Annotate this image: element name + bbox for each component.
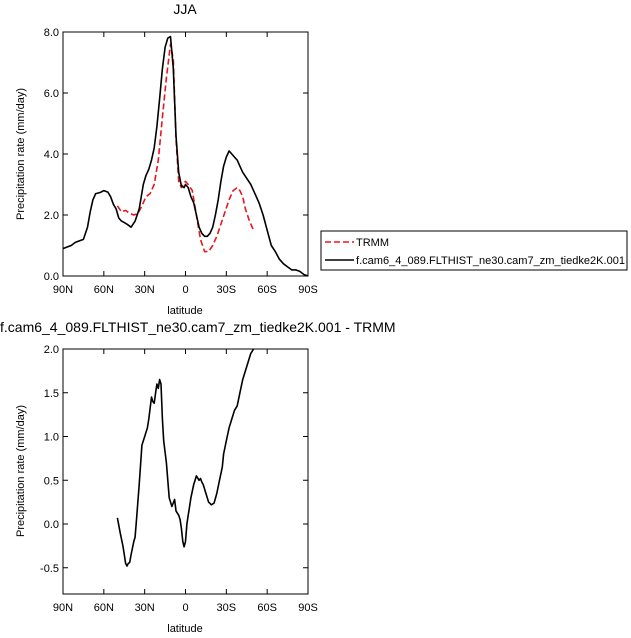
bottom-y-tick-label: 0.5: [44, 475, 59, 487]
top-y-tick-label: 0.0: [44, 271, 59, 283]
bottom-y-tick-label: 1.0: [44, 432, 59, 444]
top-y-tick-label: 4.0: [44, 149, 59, 161]
bottom-x-tick-label: 0: [182, 602, 188, 614]
bottom-series-line-0: [116, 348, 255, 567]
top-x-tick-label: 60S: [257, 284, 277, 296]
bottom-x-tick-label: 30S: [217, 602, 237, 614]
bottom-x-tick-label: 60N: [94, 602, 114, 614]
top-x-tick-label: 30N: [135, 284, 155, 296]
bottom-x-tick-label: 90S: [298, 602, 318, 614]
top-series-trmm: [116, 43, 255, 253]
top-series-f-cam6-4-089-flthist-ne30-cam7-zm-tiedke2k-001: [62, 35, 309, 277]
bottom-y-tick-label: 1.5: [44, 388, 59, 400]
bottom-panel: f.cam6_4_089.FLTHIST_ne30.cam7_zm_tiedke…: [0, 319, 396, 635]
bottom-y-tick-label: 2.0: [44, 344, 59, 356]
bottom-plot-area: 90N 60N 30N 0 30S 60S 90S -0.5 0.0 0.5 1.0 1.5 2.0: [40, 344, 318, 614]
top-y-axis-label: Precipitation rate (mm/day): [15, 88, 27, 220]
bottom-x-axis-label: latitude: [167, 623, 202, 635]
top-x-tick-label: 90S: [298, 284, 318, 296]
legend: TRMM f.cam6_4_089.FLTHIST_ne30.cam7_zm_t…: [320, 230, 628, 271]
bottom-x-tick-label: 60S: [257, 602, 277, 614]
top-plot-frame: [62, 31, 309, 277]
bottom-chart-title: f.cam6_4_089.FLTHIST_ne30.cam7_zm_tiedke…: [0, 319, 396, 335]
top-y-tick-label: 6.0: [44, 88, 59, 100]
top-plot-area: 90N 60N 30N 0 30S 60S 90S 0.0 2.0 4.0 6.0 8.0: [44, 27, 318, 296]
top-x-tick-label: 90N: [53, 284, 73, 296]
top-x-tick-label: 0: [182, 284, 188, 296]
bottom-y-tick-label: 0.0: [44, 519, 59, 531]
bottom-y-tick-label: -0.5: [40, 563, 59, 575]
bottom-y-axis-label: Precipitation rate (mm/day): [15, 405, 27, 537]
top-x-axis-label: latitude: [167, 305, 202, 317]
top-chart-title: JJA: [173, 1, 197, 17]
legend-label-model: f.cam6_4_089.FLTHIST_ne30.cam7_zm_tiedke…: [356, 255, 625, 267]
top-x-tick-label: 60N: [94, 284, 114, 296]
legend-label-trmm: TRMM: [356, 237, 389, 249]
top-y-tick-label: 8.0: [44, 27, 59, 39]
top-panel: JJA 90N 60N 30N 0 30S 60S 90S 0.0 2.0 4.0 6.0 8.0 l…: [15, 1, 318, 317]
top-y-tick-label: 2.0: [44, 210, 59, 222]
bottom-plot-frame: [62, 348, 309, 595]
top-x-tick-label: 30S: [217, 284, 237, 296]
bottom-x-tick-label: 90N: [53, 602, 73, 614]
bottom-x-tick-label: 30N: [135, 602, 155, 614]
legend-box: [320, 230, 628, 271]
